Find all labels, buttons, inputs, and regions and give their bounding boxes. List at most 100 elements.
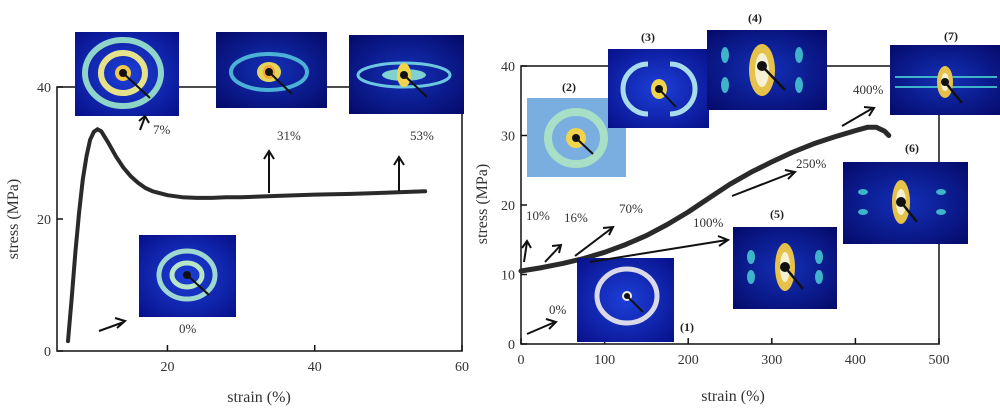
left-x-tick-label: 60: [455, 360, 469, 375]
left-data-point: [136, 181, 140, 184]
panel-label-1: (1): [680, 320, 694, 334]
left-data-point: [66, 339, 70, 343]
right-saxs-pattern-3: [608, 49, 709, 128]
panel-label-5: (5): [770, 207, 784, 221]
right-x-tick-label: 500: [929, 353, 950, 368]
left-data-point: [114, 155, 118, 158]
right-data-point: [707, 196, 711, 200]
left-chart: 0 20 40 20 40 60 strain (%) stress (MPa): [5, 32, 469, 406]
right-y-tick-label: 20: [501, 199, 515, 214]
left-saxs-pattern-0pct: [139, 235, 236, 317]
annotation-7pct: 7%: [153, 122, 171, 137]
left-saxs-pattern-53pct: [349, 35, 464, 114]
right-x-tick-label: 100: [594, 353, 615, 368]
right-data-point: [624, 243, 627, 246]
right-x-tick-label: 400: [845, 353, 866, 368]
right-saxs-pattern-6: [843, 162, 968, 244]
left-data-point: [85, 155, 88, 158]
right-data-point: [540, 266, 544, 269]
right-data-point: [519, 269, 523, 273]
left-y-tick-label: 40: [37, 81, 51, 96]
left-data-point: [225, 196, 228, 199]
left-x-ticks: 20 40 60: [160, 345, 469, 375]
left-y-tick-label: 20: [37, 213, 51, 228]
left-stress-strain-curve: [66, 127, 428, 344]
right-y-tick-label: 30: [501, 130, 515, 145]
left-data-point: [166, 194, 169, 197]
right-y-tick-label: 40: [501, 60, 515, 75]
left-data-point: [96, 128, 99, 131]
right-data-point: [666, 223, 669, 226]
left-data-point: [151, 190, 154, 193]
left-data-point: [122, 166, 125, 169]
left-data-point: [195, 196, 199, 200]
right-saxs-pattern-1: [577, 258, 674, 342]
right-data-point: [883, 130, 886, 133]
panel-label-3: (3): [641, 30, 655, 44]
annotation-0pct-left: 0%: [179, 321, 197, 336]
panel-label-7: (7): [944, 29, 958, 43]
right-data-point: [645, 234, 648, 237]
left-x-tick-label: 20: [160, 360, 174, 375]
right-data-point: [749, 171, 753, 174]
right-x-axis-label: strain (%): [701, 388, 765, 405]
left-data-point: [92, 130, 96, 134]
left-data-point: [424, 190, 427, 193]
left-y-tick-label: 0: [44, 345, 51, 360]
left-annotation-arrows: [98, 114, 405, 332]
left-data-point: [144, 186, 147, 190]
annotation-400pct: 400%: [853, 82, 884, 97]
right-y-tick-label: 0: [508, 338, 515, 353]
left-plot-frame: [56, 86, 463, 352]
left-data-point: [276, 194, 280, 198]
right-x-ticks: 0 100 200 300 400 500: [518, 338, 950, 368]
right-data-point: [791, 151, 794, 154]
right-data-point: [603, 251, 606, 254]
right-data-point: [887, 134, 890, 137]
annotation-16pct: 16%: [564, 210, 588, 225]
left-data-point: [70, 297, 73, 300]
right-data-point: [561, 262, 564, 265]
annotation-100pct: 100%: [693, 215, 724, 230]
right-data-point: [875, 126, 878, 129]
left-y-axis-label: stress (MPa): [5, 179, 22, 259]
left-data-point: [100, 130, 103, 133]
left-data-point: [210, 196, 213, 200]
annotation-0pct-right: 0%: [549, 302, 567, 317]
left-data-point: [81, 178, 85, 181]
right-stress-strain-curve: [518, 124, 892, 274]
left-data-point: [107, 141, 110, 145]
right-y-axis-label: stress (MPa): [474, 164, 491, 244]
annotation-31pct: 31%: [277, 128, 301, 143]
panel-label-6: (6): [905, 141, 919, 155]
right-data-point: [854, 129, 857, 132]
left-data-point: [77, 211, 81, 214]
right-saxs-pattern-7: [890, 45, 1000, 115]
left-data-point: [387, 191, 390, 194]
left-data-point: [350, 192, 353, 196]
right-y-tick-label: 10: [501, 269, 515, 284]
right-data-point: [833, 135, 836, 139]
left-x-axis-label: strain (%): [227, 389, 291, 406]
annotation-53pct: 53%: [410, 128, 434, 143]
right-x-tick-label: 200: [678, 353, 699, 368]
right-chart: 0 10 20 30 40 0 100 200 300 400 500 strain (%) st…: [474, 11, 1000, 405]
left-y-ticks: 0 20 40: [37, 81, 63, 360]
left-series-line: [66, 127, 428, 344]
left-data-point: [74, 250, 77, 254]
right-annotation-arrows: [521, 106, 876, 335]
right-data-point: [770, 160, 773, 164]
right-data-point: [687, 210, 690, 214]
panel-label-4: (4): [748, 11, 762, 25]
annotation-70pct: 70%: [619, 201, 643, 216]
annotation-250pct: 250%: [796, 156, 827, 171]
left-data-point: [129, 174, 132, 178]
right-data-point: [728, 183, 732, 186]
left-saxs-pattern-7pct: [75, 32, 179, 116]
left-data-point: [313, 193, 316, 196]
right-saxs-pattern-4: [707, 30, 827, 110]
right-x-tick-label: 300: [761, 353, 782, 368]
left-data-point: [181, 196, 184, 199]
right-saxs-pattern-5: [733, 227, 837, 309]
